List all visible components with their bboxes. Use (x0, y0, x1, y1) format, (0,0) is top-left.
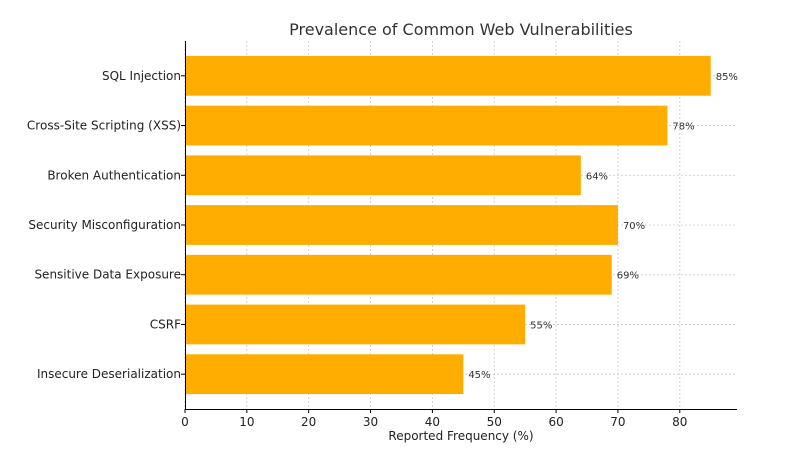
axes (185, 41, 737, 410)
chart-title: Prevalence of Common Web Vulnerabilities (289, 20, 633, 39)
category-label: Security Misconfiguration (28, 218, 181, 232)
data-label: 85% (716, 72, 738, 83)
x-tick-label: 50 (487, 415, 502, 429)
category-label: SQL Injection (102, 69, 181, 83)
x-tick-label: 40 (425, 415, 440, 429)
bar (185, 254, 612, 295)
bar (185, 304, 526, 345)
bar (185, 354, 464, 395)
x-axis-label: Reported Frequency (%) (388, 429, 533, 443)
category-label: Sensitive Data Exposure (34, 268, 181, 282)
category-label: Insecure Deserialization (37, 367, 181, 381)
bars (185, 55, 711, 395)
labels: 0 10 20 30 40 50 60 70 80 SQL Injection 85% Cross-S… (27, 69, 738, 429)
x-tick-label: 80 (672, 415, 687, 429)
data-label: 55% (530, 320, 552, 331)
bar (185, 55, 711, 96)
x-tick-label: 60 (548, 415, 563, 429)
data-label: 45% (468, 370, 490, 381)
x-tick-label: 10 (239, 415, 254, 429)
bar (185, 205, 618, 245)
x-tick-label: 20 (301, 415, 316, 429)
category-label: CSRF (150, 317, 181, 331)
data-label: 78% (672, 122, 694, 133)
x-tick-label: 0 (181, 415, 189, 429)
x-tick-label: 70 (610, 415, 625, 429)
data-label: 64% (586, 171, 608, 182)
category-label: Cross-Site Scripting (XSS) (27, 119, 181, 133)
bar (185, 105, 668, 146)
data-label: 70% (623, 221, 645, 232)
bar (185, 155, 581, 196)
x-tick-label: 30 (363, 415, 378, 429)
data-label: 69% (617, 271, 639, 282)
category-label: Broken Authentication (47, 168, 181, 182)
